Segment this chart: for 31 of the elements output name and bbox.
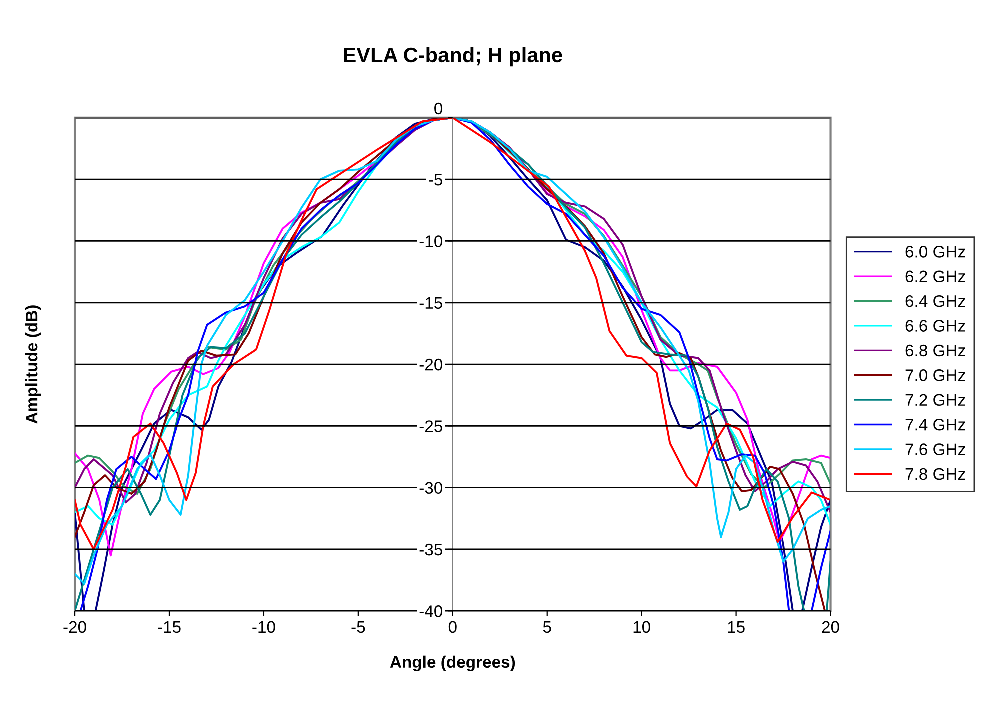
y-tick-label: 0	[434, 102, 443, 115]
x-tick-label: -10	[252, 621, 276, 634]
legend-label: 6.6 GHz	[906, 320, 966, 332]
x-tick-label: -20	[64, 621, 86, 634]
y-tick-label: -15	[420, 297, 442, 310]
x-tick-label: 0	[448, 621, 457, 634]
y-axis-title: Amplitude (dB)	[25, 306, 42, 424]
legend-label: 7.8 GHz	[906, 468, 966, 480]
legend-label: 6.0 GHz	[906, 246, 966, 258]
legend-label: 6.8 GHz	[906, 344, 966, 357]
y-tick-label: -10	[420, 236, 443, 248]
x-tick-label: 20	[822, 621, 840, 634]
chart-title: EVLA C-band; H plane	[344, 47, 562, 67]
x-tick-label: -5	[352, 621, 366, 634]
y-tick-label: -35	[420, 544, 442, 556]
legend-label: 7.2 GHz	[906, 394, 966, 406]
x-tick-label: -15	[158, 621, 181, 634]
legend-label: 6.2 GHz	[906, 270, 966, 283]
x-tick-label: 10	[634, 621, 650, 634]
y-tick-label: -30	[420, 482, 443, 494]
x-tick-label: 15	[728, 621, 745, 634]
x-axis-title: Angle (degrees)	[390, 656, 516, 672]
legend-label: 6.4 GHz	[906, 295, 966, 308]
legend-label: 7.6 GHz	[906, 444, 966, 456]
legend-label: 7.4 GHz	[906, 418, 966, 431]
legend-label: 7.0 GHz	[906, 370, 966, 382]
y-tick-label: -40	[420, 606, 443, 618]
y-tick-label: -5	[429, 174, 442, 186]
y-tick-label: -25	[420, 420, 442, 432]
y-tick-label: -20	[420, 358, 443, 371]
x-tick-label: 5	[543, 621, 552, 634]
